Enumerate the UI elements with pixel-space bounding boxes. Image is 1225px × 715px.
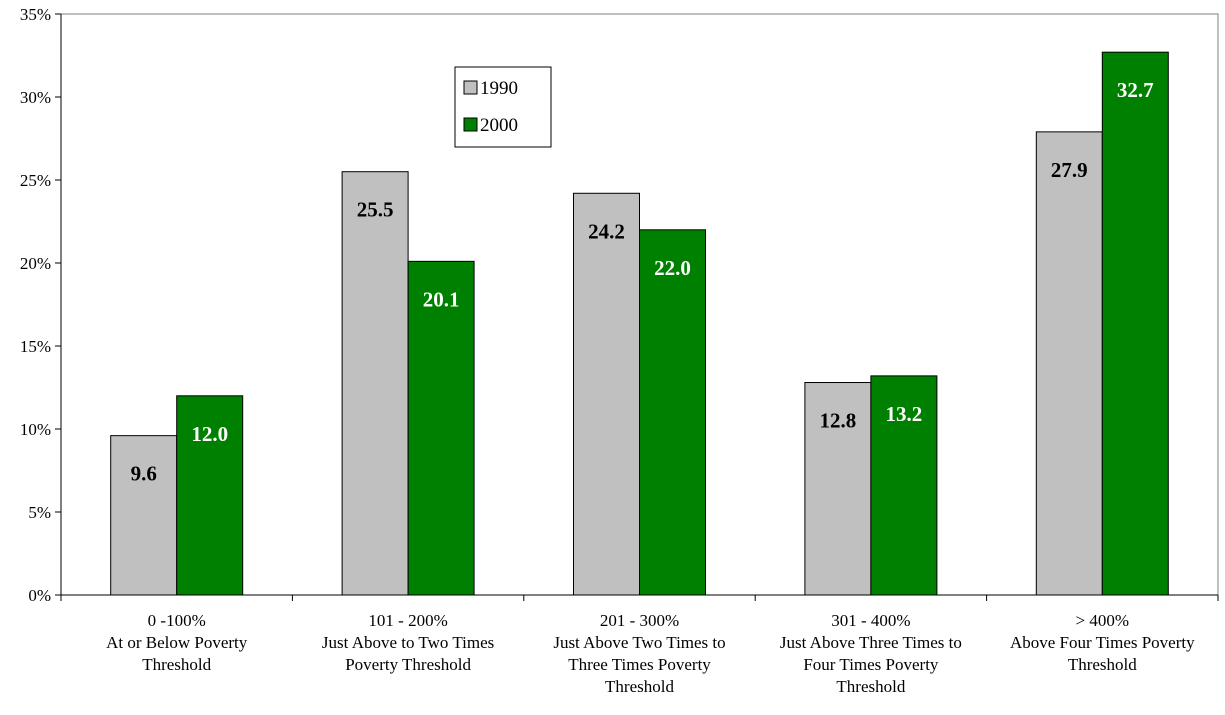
data-labels: 9.6 25.5 24.2 12.8 27.9 12.0 20.1 22.0 13.2 32.7 [131,78,1154,485]
x-category-label: > 400% Above Four Times Poverty Threshold [1010,611,1195,674]
data-label-1990-0: 9.6 [131,462,157,486]
y-tick-label: 10% [20,420,51,439]
bars [110,51,1169,596]
y-tick-label: 15% [20,337,51,356]
data-label-2000-2: 22.0 [654,256,691,280]
data-label-1990-4: 27.9 [1051,158,1088,182]
legend-swatch-1990 [463,80,478,95]
x-category-label: 0 -100% At or Below Poverty Threshold [106,611,248,674]
legend-label-2000: 2000 [480,115,518,136]
bar-1990-4 [1035,131,1103,596]
y-tick-label: 30% [20,88,51,107]
data-label-2000-3: 13.2 [886,402,923,426]
data-label-1990-1: 25.5 [357,198,394,222]
y-tick-label: 5% [28,503,51,522]
x-category-label: 301 - 400% Just Above Three Times to Four … [780,611,962,696]
x-category-label: 201 - 300% Just Above Two Times to Three T… [553,611,725,696]
bar-1990-1 [341,171,409,596]
bar-2000-3 [870,375,938,596]
data-label-2000-4: 32.7 [1117,78,1154,102]
bar-2000-1 [407,260,475,596]
data-label-1990-2: 24.2 [588,219,625,243]
legend-box [454,66,552,148]
y-tick-label: 25% [20,171,51,190]
data-label-2000-1: 20.1 [423,287,460,311]
y-tick-label: 20% [20,254,51,273]
bar-1990-3 [804,382,872,596]
y-tick-label: 0% [28,586,51,605]
legend: 1990 2000 [454,66,552,148]
y-tick-label: 35% [20,5,51,24]
bar-1990-2 [573,192,640,596]
bar-1990-0 [110,435,178,596]
legend-swatch-2000 [463,117,478,132]
legend-label-1990: 1990 [480,78,518,99]
bar-2000-0 [176,395,244,596]
bar-2000-2 [639,229,706,596]
bar-2000-4 [1101,51,1169,596]
data-label-2000-0: 12.0 [191,422,228,446]
data-label-1990-3: 12.8 [820,409,857,433]
axes: 0% 5% 10% 15% 20% 25% 30% 35% 0 -100% At or Below… [20,5,1219,696]
x-category-label: 101 - 200% Just Above to Two Times Poverty… [322,611,494,674]
